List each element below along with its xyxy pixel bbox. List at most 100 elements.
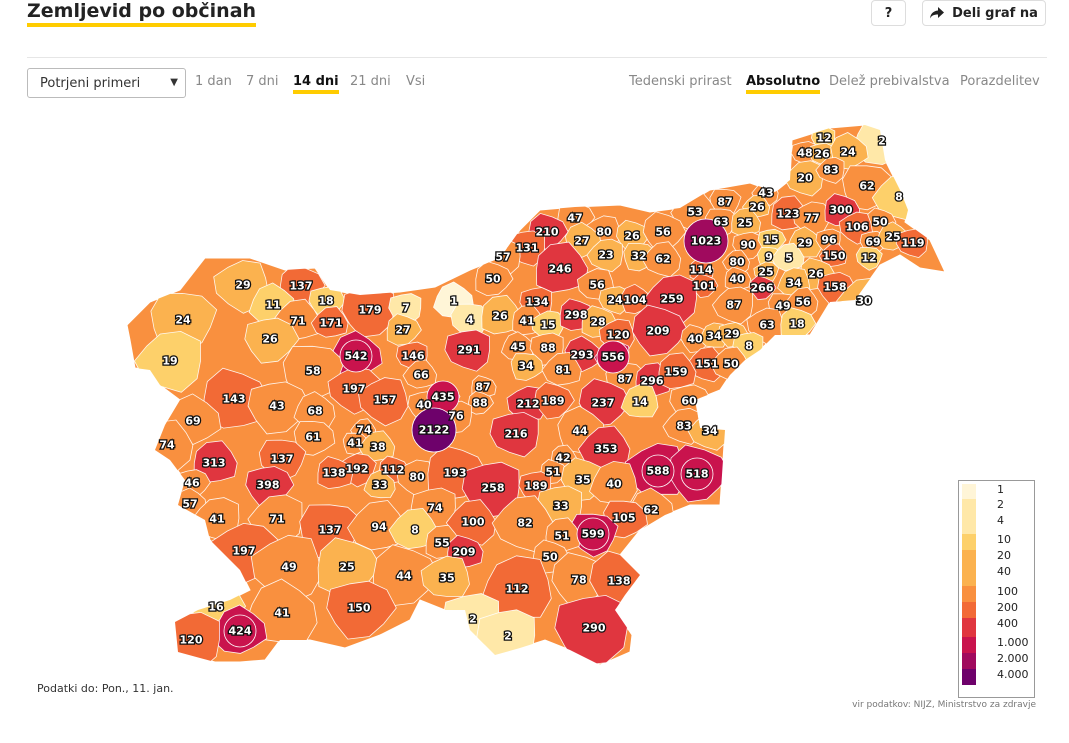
municipality-region[interactable] xyxy=(620,283,652,315)
municipality-region[interactable] xyxy=(586,238,623,273)
municipality-region[interactable] xyxy=(310,306,349,338)
municipality-value-label: 134 xyxy=(526,296,549,309)
municipality-value-label: 4 xyxy=(466,314,474,327)
municipality-region[interactable] xyxy=(576,517,610,551)
municipality-region[interactable] xyxy=(596,340,630,374)
period-tab-3[interactable]: 21 dni xyxy=(350,74,391,89)
municipality-region[interactable] xyxy=(386,313,422,346)
legend-swatch xyxy=(962,499,976,515)
municipality-value-label: 296 xyxy=(641,375,664,388)
municipality-region[interactable] xyxy=(510,353,544,381)
municipality-value-label: 94 xyxy=(371,521,387,534)
municipality-value-label: 123 xyxy=(777,208,800,221)
municipality-region[interactable] xyxy=(815,156,845,184)
municipality-region[interactable] xyxy=(358,430,396,462)
municipality-region[interactable] xyxy=(598,286,630,315)
metric-select[interactable]: Potrjeni primeri ▼ xyxy=(27,68,186,98)
municipality-region[interactable] xyxy=(326,580,397,640)
municipality-value-label: 26 xyxy=(749,201,765,214)
municipality-value-label: 8 xyxy=(411,524,419,537)
municipality-region[interactable] xyxy=(293,420,336,456)
municipality-region[interactable] xyxy=(535,241,589,293)
municipality-value-label: 46 xyxy=(184,477,200,490)
municipality-region[interactable] xyxy=(631,304,689,357)
map-regions xyxy=(126,124,946,666)
municipality-value-label: 1 xyxy=(450,295,458,308)
period-tab-2[interactable]: 14 dni xyxy=(293,74,339,94)
municipality-value-label: 40 xyxy=(687,333,703,346)
municipality-region[interactable] xyxy=(223,614,257,648)
municipality-region[interactable] xyxy=(658,352,697,390)
municipality-region[interactable] xyxy=(489,411,539,458)
municipality-region[interactable] xyxy=(541,351,582,386)
municipality-region[interactable] xyxy=(244,317,300,364)
municipality-value-label: 24 xyxy=(175,314,191,327)
municipality-value-label: 43 xyxy=(269,400,284,413)
mode-tab-3[interactable]: Porazdelitev xyxy=(960,74,1040,89)
municipality-region[interactable] xyxy=(711,286,754,325)
municipality-value-label: 34 xyxy=(706,330,722,343)
municipality-region[interactable] xyxy=(444,329,491,372)
municipality-region[interactable] xyxy=(363,469,396,499)
municipality-value-label: 50 xyxy=(723,358,739,371)
period-tab-4[interactable]: Vsi xyxy=(406,74,426,89)
municipality-region[interactable] xyxy=(357,377,409,427)
municipality-value-label: 8 xyxy=(745,340,753,353)
municipality-region[interactable] xyxy=(339,339,373,373)
municipality-region[interactable] xyxy=(317,456,354,490)
municipality-region[interactable] xyxy=(683,218,729,264)
municipality-region[interactable] xyxy=(641,241,682,278)
municipality-region[interactable] xyxy=(749,275,777,301)
municipality-value-label: 210 xyxy=(536,226,559,239)
municipality-region[interactable] xyxy=(388,507,438,550)
municipality-region[interactable] xyxy=(534,381,575,420)
municipality-value-label: 38 xyxy=(370,441,385,454)
mode-tab-0[interactable]: Tedenski prirast xyxy=(629,74,732,89)
municipality-value-label: 15 xyxy=(540,319,555,332)
municipality-region[interactable] xyxy=(641,454,675,488)
legend-label: 4 xyxy=(997,514,1004,527)
municipality-value-label: 63 xyxy=(713,216,728,229)
municipality-region[interactable] xyxy=(554,594,629,665)
municipality-region[interactable] xyxy=(372,544,441,607)
municipality-region[interactable] xyxy=(855,247,883,271)
municipality-region[interactable] xyxy=(467,390,494,415)
municipality-value-label: 7 xyxy=(402,302,410,315)
municipality-region[interactable] xyxy=(475,260,514,297)
municipality-region[interactable] xyxy=(193,440,238,483)
municipality-region[interactable] xyxy=(620,384,659,418)
legend-label: 100 xyxy=(997,585,1018,598)
period-tab-0[interactable]: 1 dan xyxy=(195,74,232,89)
municipality-value-label: 197 xyxy=(233,545,256,558)
municipality-value-label: 16 xyxy=(208,601,224,614)
municipality-region[interactable] xyxy=(247,381,311,435)
period-tab-1[interactable]: 7 dni xyxy=(246,74,279,89)
municipality-region[interactable] xyxy=(680,457,714,491)
municipality-value-label: 143 xyxy=(223,393,246,406)
municipality-region[interactable] xyxy=(691,273,719,299)
mode-tab-2[interactable]: Delež prebivalstva xyxy=(829,74,950,89)
municipality-value-label: 24 xyxy=(607,294,623,307)
mode-tab-1[interactable]: Absolutno xyxy=(746,74,821,94)
municipality-region[interactable] xyxy=(402,359,438,389)
help-button[interactable]: ? xyxy=(871,0,906,26)
legend-label: 1.000 xyxy=(997,636,1029,649)
share-button[interactable]: Deli graf na xyxy=(922,0,1046,26)
municipality-value-label: 290 xyxy=(583,622,606,635)
municipality-value-label: 58 xyxy=(305,365,320,378)
municipality-value-label: 150 xyxy=(823,250,846,263)
municipality-value-label: 298 xyxy=(565,309,588,322)
municipality-value-label: 424 xyxy=(229,625,252,638)
legend-swatch xyxy=(962,669,976,685)
municipality-value-label: 9 xyxy=(765,251,773,264)
municipality-value-label: 87 xyxy=(475,381,490,394)
municipality-region[interactable] xyxy=(411,407,457,453)
municipality-value-label: 15 xyxy=(763,234,778,247)
municipality-value-label: 41 xyxy=(274,607,289,620)
municipality-region[interactable] xyxy=(481,294,522,335)
municipality-region[interactable] xyxy=(818,243,848,267)
municipality-region[interactable] xyxy=(420,555,470,597)
municipality-value-label: 151 xyxy=(696,358,719,371)
municipality-value-label: 25 xyxy=(737,217,752,230)
